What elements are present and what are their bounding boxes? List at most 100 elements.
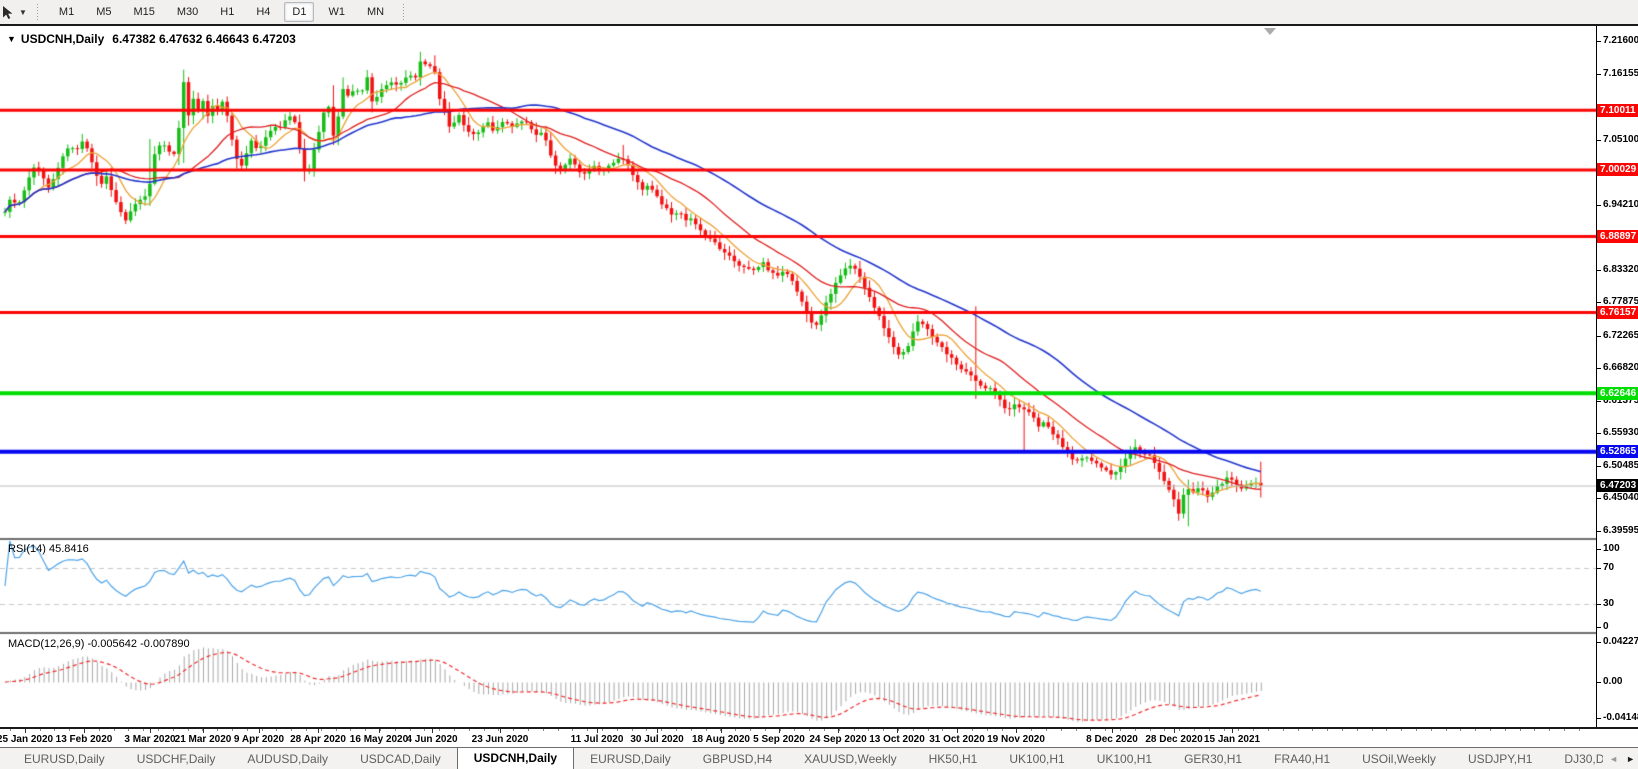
chart-tab-fra40-h1[interactable]: FRA40,H1 [1274, 751, 1331, 766]
time-minor-tick [1076, 729, 1077, 731]
date-label: 19 Nov 2020 [987, 734, 1045, 745]
time-minor-tick [1164, 729, 1165, 731]
time-minor-tick [602, 729, 603, 731]
timeframe-button-m15[interactable]: M15 [133, 6, 155, 18]
time-minor-tick [513, 729, 514, 731]
toolbar-grip-handle-2[interactable] [403, 4, 405, 20]
chart-tab-bar: EURUSD,Daily USDCHF,Daily AUDUSD,Daily USDC… [0, 747, 1638, 769]
time-minor-tick [128, 729, 129, 731]
chart-tab-xauusd-weekly[interactable]: XAUUSD,Weekly [804, 751, 897, 766]
time-tick [838, 729, 839, 733]
chart-tab-usdjpy-h1[interactable]: USDJPY,H1 [1467, 751, 1533, 766]
time-minor-tick [1120, 729, 1121, 731]
time-tick [318, 729, 319, 733]
time-minor-tick [188, 729, 189, 731]
time-minor-tick [780, 729, 781, 731]
timeframe-button-d1[interactable]: D1 [284, 2, 315, 22]
time-minor-tick [720, 729, 721, 731]
price-tick [1597, 302, 1601, 303]
time-minor-tick [765, 729, 766, 731]
chart-tab-uk100-h1[interactable]: UK100,H1 [1009, 751, 1065, 766]
cursor-tool-button[interactable]: ▼ [0, 5, 29, 20]
time-minor-tick [1179, 729, 1180, 731]
date-label: 3 Mar 2020 [124, 734, 176, 745]
time-minor-tick [54, 729, 55, 731]
time-minor-tick [1520, 729, 1521, 731]
chart-tab-usdcad-daily[interactable]: USDCAD,Daily [360, 751, 441, 766]
time-tick [1016, 729, 1017, 733]
chart-tab-gbpusd-h4[interactable]: GBPUSD,H4 [702, 751, 773, 766]
time-tick [84, 729, 85, 733]
chart-tab-ger30-h1[interactable]: GER30,H1 [1184, 751, 1243, 766]
price-axis[interactable]: 7.21600 7.16155 7.05100 6.94210 6.83320 6.778… [1596, 26, 1638, 727]
macd-indicator-label: MACD(12,26,9) -0.005642 -0.007890 [8, 638, 190, 650]
price-tick-label: 6.72265 [1603, 330, 1638, 341]
timeframe-button-m5[interactable]: M5 [96, 6, 112, 18]
time-tick [1174, 729, 1175, 733]
price-tick [1597, 466, 1601, 467]
chart-tab-usdchf-daily[interactable]: USDCHF,Daily [136, 751, 216, 766]
tab-scroll-right-icon[interactable]: ► [1626, 753, 1635, 764]
chart-tab-usdcnh-daily[interactable]: USDCNH,Daily [456, 748, 575, 769]
time-minor-tick [883, 729, 884, 731]
time-minor-tick [691, 729, 692, 731]
price-tick [1597, 41, 1601, 42]
time-tick [721, 729, 722, 733]
time-minor-tick [1002, 729, 1003, 731]
chart-tab-hk50-h1[interactable]: HK50,H1 [928, 751, 978, 766]
time-minor-tick [306, 729, 307, 731]
time-minor-tick [10, 729, 11, 731]
time-minor-tick [868, 729, 869, 731]
time-minor-tick [913, 729, 914, 731]
chart-shift-marker-icon[interactable] [1264, 28, 1276, 35]
hline-price-badge: 6.62646 [1597, 387, 1638, 400]
indicator-tick-label: 70 [1603, 562, 1615, 573]
time-tick [150, 729, 151, 733]
tab-scroll-left-icon[interactable]: ◄ [1609, 753, 1619, 764]
time-minor-tick [291, 729, 292, 731]
timeframe-button-h1[interactable]: H1 [220, 6, 235, 18]
date-label: 4 Jun 2020 [406, 734, 458, 745]
time-tick [1112, 729, 1113, 733]
time-minor-tick [424, 729, 425, 731]
chart-title-collapse-icon[interactable]: ▼ [7, 34, 16, 44]
indicator-tick [1597, 682, 1601, 683]
price-tick-label: 6.61375 [1603, 395, 1638, 406]
time-tick [259, 729, 260, 733]
time-minor-tick [617, 729, 618, 731]
price-tick-label: 7.21600 [1603, 35, 1638, 46]
time-minor-tick [173, 729, 174, 731]
hline-price-badge: 6.88897 [1597, 230, 1638, 243]
chart-tab-audusd-daily[interactable]: AUDUSD,Daily [247, 751, 329, 766]
timeframe-button-w1[interactable]: W1 [328, 6, 345, 18]
hline-price-badge: 6.76157 [1597, 306, 1638, 319]
price-chart-canvas[interactable] [0, 26, 1596, 727]
time-minor-tick [321, 729, 322, 731]
timeframe-button-h4[interactable]: H4 [256, 6, 271, 18]
time-axis[interactable]: 25 Jan 2020 13 Feb 2020 3 Mar 2020 21 Mar 2… [0, 727, 1638, 747]
time-tick [779, 729, 780, 733]
timeframe-button-m30[interactable]: M30 [176, 6, 199, 18]
time-minor-tick [1224, 729, 1225, 731]
timeframe-button-mn[interactable]: MN [366, 6, 385, 18]
time-minor-tick [1490, 729, 1491, 731]
chart-tab-eurusd-daily[interactable]: EURUSD,Daily [590, 751, 671, 766]
timeframe-toolbar: ▼ M1 M5 M15 M30 H1 H4 D1 W1 MN [0, 0, 1638, 24]
chart-tab-uk100-h1[interactable]: UK100,H1 [1096, 751, 1153, 766]
indicator-tick [1597, 568, 1601, 569]
cursor-tool-dropdown-icon[interactable]: ▼ [19, 7, 27, 17]
price-tick-label: 6.83320 [1603, 264, 1638, 275]
time-minor-tick [1431, 729, 1432, 731]
chart-tab-usoil-weekly[interactable]: USOil,Weekly [1362, 751, 1436, 766]
indicator-tick-label: 0.042275 [1603, 636, 1638, 647]
indicator-tick [1597, 718, 1601, 719]
time-minor-tick [262, 729, 263, 731]
timeframe-button-m1[interactable]: M1 [58, 6, 75, 18]
time-minor-tick [1150, 729, 1151, 731]
time-minor-tick [735, 729, 736, 731]
chart-tab-eurusd-daily[interactable]: EURUSD,Daily [24, 751, 105, 766]
time-minor-tick [1327, 729, 1328, 731]
time-minor-tick [750, 729, 751, 731]
toolbar-grip-handle[interactable] [36, 4, 38, 20]
